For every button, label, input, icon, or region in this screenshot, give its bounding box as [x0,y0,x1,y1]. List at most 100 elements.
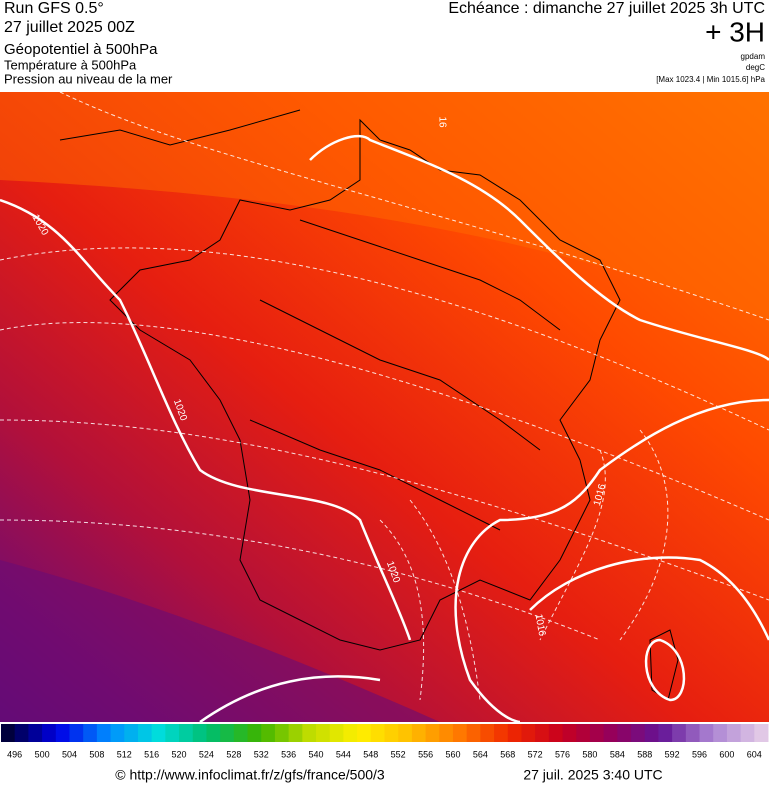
legend-label: 496 [7,749,22,759]
legend-swatch [411,724,427,742]
legend-swatch [535,724,550,742]
header: Run GFS 0.5° 27 juillet 2025 00Z Géopote… [4,0,766,86]
legend-label: 552 [391,749,406,759]
legend-swatch [521,724,536,742]
legend-label: 524 [199,749,214,759]
legend-swatch [302,724,317,742]
legend-swatch [452,724,468,742]
legend-label: 548 [363,749,378,759]
legend-swatch [28,724,43,742]
legend-swatch [96,724,112,742]
legend-swatch [288,724,303,742]
legend-label: 508 [89,749,104,759]
legend-swatch [658,724,673,742]
layer: Température à 500hPa [4,57,137,72]
contour-label: 1016 [533,613,548,637]
legend-swatch [343,724,358,742]
legend-label: 600 [719,749,734,759]
legend-swatch [589,724,605,742]
legend-swatch [644,724,659,742]
legend-label: 588 [637,749,652,759]
legend-swatch [548,724,564,742]
legend-swatch [726,724,742,742]
source: © http://www.infoclimat.fr/z/gfs/france/… [115,767,385,783]
legend-swatch [494,724,509,742]
legend-label: 504 [62,749,77,759]
legend-label: 596 [692,749,707,759]
legend-swatch [603,724,618,742]
legend-swatch [713,724,728,742]
legend-label: 536 [281,749,296,759]
legend-label: 572 [528,749,543,759]
field-band [0,560,440,722]
unit: degC [746,63,765,72]
legend-label: 560 [445,749,460,759]
legend-swatch [370,724,385,742]
legend-label: 528 [226,749,241,759]
legend-swatch [384,724,399,742]
field-band [0,92,769,320]
legend-swatch [685,724,701,742]
legend-swatch [617,724,632,742]
legend-label: 568 [500,749,515,759]
run-date: 27 juillet 2025 00Z [4,19,135,36]
map: 1020 1020 1020 1016 1016 16 [0,91,769,724]
legend-swatch [672,724,687,742]
coastline [59,109,679,701]
legend-label: 556 [418,749,433,759]
run: Run GFS 0.5° [4,0,104,17]
unit: gpdam [741,52,766,61]
legend-swatch [69,724,84,742]
legend-label: 544 [336,749,351,759]
legend-swatch [151,724,166,742]
legend-swatch [83,724,98,742]
legend-swatch [165,724,180,742]
legend-label: 512 [117,749,132,759]
legend-label: 604 [747,749,762,759]
legend-label: 532 [254,749,269,759]
pressure-range: [Max 1023.4 | Min 1015.6] hPa [656,75,765,84]
legend-swatch [192,724,207,742]
legend-swatch [562,724,577,742]
layer: Pression au niveau de la mer [4,71,173,86]
legend-label: 576 [555,749,570,759]
legend-label: 584 [610,749,625,759]
legend-swatch [398,724,413,742]
legend-swatch [754,724,769,742]
legend-label: 564 [473,749,488,759]
layer: Géopotentiel à 500hPa [4,41,158,58]
legend-swatch [247,724,262,742]
lead-time: + 3H [705,16,765,47]
legend-swatch [1,724,16,742]
legend-swatch [507,724,522,742]
isobar [0,134,769,724]
legend-label: 540 [309,749,324,759]
legend-swatch [206,724,221,742]
legend-swatch [42,724,57,742]
legend-swatch [179,724,194,742]
legend-label: 592 [665,749,680,759]
legend-swatch [14,724,29,742]
legend-swatch [137,724,153,742]
legend-swatch [55,724,70,742]
legend-swatch [316,724,331,742]
legend-label: 580 [582,749,597,759]
footer: © http://www.infoclimat.fr/z/gfs/france/… [115,767,662,783]
legend-swatch [466,724,481,742]
legend-swatch [233,724,249,742]
legend-swatch [740,724,755,742]
legend-swatch [425,724,440,742]
isotherm [0,91,769,701]
legend-swatch [439,724,454,742]
valid-time: Echéance : dimanche 27 juillet 2025 3h U… [448,0,765,17]
contour-label: 16 [436,116,447,128]
legend-swatch [357,724,372,742]
legend-swatch [631,724,646,742]
legend-swatch [274,724,290,742]
legend-swatch [480,724,495,742]
legend-swatch [220,724,235,742]
legend-swatch [124,724,139,742]
legend-label: 520 [172,749,187,759]
